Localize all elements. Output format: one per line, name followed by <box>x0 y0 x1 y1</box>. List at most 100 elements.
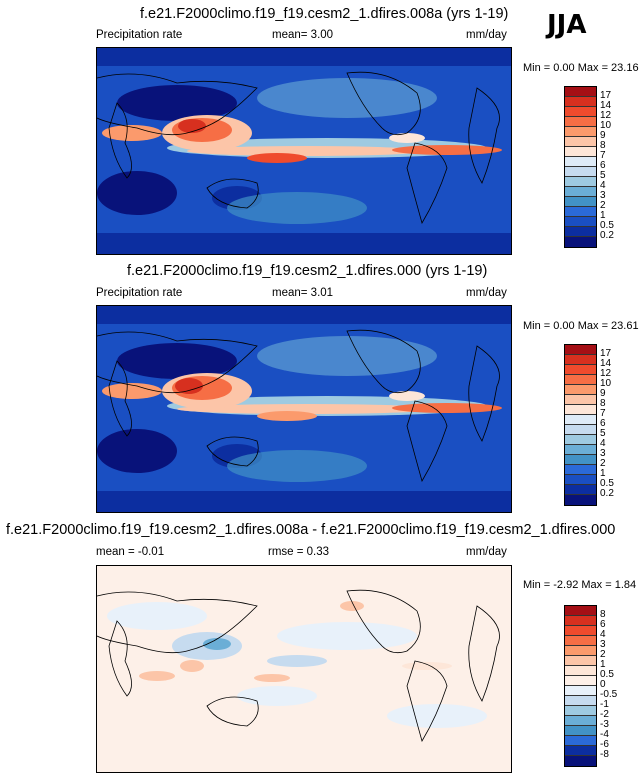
panel-3-rmse: rmse = 0.33 <box>268 546 330 558</box>
colorbar-swatch <box>565 465 596 475</box>
panel-2-title: f.e21.F2000climo.f19_f19.cesm2_1.dfires.… <box>127 263 488 279</box>
panel-1-units: mm/day <box>466 29 507 41</box>
colorbar-swatch <box>565 227 596 237</box>
colorbar-swatch <box>565 157 596 167</box>
colorbar-tick-label: 10 <box>600 120 612 131</box>
colorbar-swatch <box>565 187 596 197</box>
colorbar-swatch <box>565 475 596 485</box>
panel-3-title: f.e21.F2000climo.f19_f19.cesm2_1.dfires.… <box>6 522 616 538</box>
panel-3-colorbar-ticks: 8 6 4 3 2 1 0.5 0 -0.5 -1 -2 -3 -4 -6 -8 <box>600 605 630 767</box>
colorbar-swatch <box>565 676 596 686</box>
colorbar-tick-label: 2 <box>600 649 606 660</box>
colorbar-tick-label: 1 <box>600 468 606 479</box>
colorbar-tick-label: 0.5 <box>600 220 614 231</box>
colorbar-swatch <box>565 147 596 157</box>
colorbar-swatch <box>565 355 596 365</box>
colorbar-tick-label: 5 <box>600 170 606 181</box>
colorbar-swatch <box>565 87 596 97</box>
panel-3-mean: mean = -0.01 <box>96 546 165 558</box>
colorbar-swatch <box>565 207 596 217</box>
colorbar-tick-label: -4 <box>600 729 609 740</box>
colorbar-swatch <box>565 485 596 495</box>
colorbar-tick-label: 4 <box>600 438 606 449</box>
colorbar-tick-label: 4 <box>600 180 606 191</box>
colorbar-swatch <box>565 365 596 375</box>
colorbar-tick-label: 1 <box>600 210 606 221</box>
colorbar-swatch <box>565 127 596 137</box>
panel-1-minmax: Min = 0.00 Max = 23.16 <box>523 62 639 74</box>
colorbar-swatch <box>565 385 596 395</box>
panel-1-map <box>96 47 512 255</box>
panel-1-title: f.e21.F2000climo.f19_f19.cesm2_1.dfires.… <box>140 6 509 22</box>
colorbar-swatch <box>565 107 596 117</box>
colorbar-swatch <box>565 435 596 445</box>
colorbar-tick-label: 3 <box>600 190 606 201</box>
colorbar-swatch <box>565 455 596 465</box>
panel-1-colorbar <box>564 86 597 248</box>
colorbar-swatch <box>565 345 596 355</box>
colorbar-swatch <box>565 736 596 746</box>
colorbar-tick-label: -6 <box>600 739 609 750</box>
colorbar-tick-label: 4 <box>600 629 606 640</box>
colorbar-tick-label: -8 <box>600 749 609 760</box>
colorbar-tick-label: 8 <box>600 140 606 151</box>
panel-2-variable: Precipitation rate <box>96 287 183 299</box>
colorbar-swatch <box>565 117 596 127</box>
colorbar-tick-label: 12 <box>600 368 612 379</box>
colorbar-tick-label: 3 <box>600 639 606 650</box>
colorbar-tick-label: 0.2 <box>600 230 614 241</box>
colorbar-swatch <box>565 237 596 247</box>
colorbar-swatch <box>565 666 596 676</box>
colorbar-swatch <box>565 425 596 435</box>
colorbar-swatch <box>565 726 596 736</box>
colorbar-tick-label: 6 <box>600 160 606 171</box>
colorbar-swatch <box>565 415 596 425</box>
panel-2-minmax: Min = 0.00 Max = 23.61 <box>523 320 639 332</box>
colorbar-tick-label: 6 <box>600 418 606 429</box>
panel-3-map <box>96 565 512 773</box>
panel-1-colorbar-ticks: 17 14 12 10 9 8 7 6 5 4 3 2 1 0.5 0.2 <box>600 86 630 248</box>
panel-3-minmax: Min = -2.92 Max = 1.84 <box>523 579 637 591</box>
colorbar-tick-label: 9 <box>600 388 606 399</box>
colorbar-swatch <box>565 636 596 646</box>
colorbar-tick-label: 0.2 <box>600 488 614 499</box>
colorbar-tick-label: 10 <box>600 378 612 389</box>
colorbar-tick-label: 6 <box>600 619 606 630</box>
panel-2-mean: mean= 3.01 <box>272 287 334 299</box>
colorbar-swatch <box>565 197 596 207</box>
panel-2-units: mm/day <box>466 287 507 299</box>
colorbar-swatch <box>565 97 596 107</box>
colorbar-tick-label: 9 <box>600 130 606 141</box>
colorbar-swatch <box>565 646 596 656</box>
colorbar-swatch <box>565 606 596 616</box>
panel-3-colorbar <box>564 605 597 767</box>
colorbar-tick-label: 3 <box>600 448 606 459</box>
panel-2-colorbar-ticks: 17 14 12 10 9 8 7 6 5 4 3 2 1 0.5 0.2 <box>600 344 630 506</box>
colorbar-tick-label: -2 <box>600 709 609 720</box>
colorbar-swatch <box>565 716 596 726</box>
colorbar-swatch <box>565 167 596 177</box>
colorbar-tick-label: -3 <box>600 719 609 730</box>
colorbar-swatch <box>565 696 596 706</box>
colorbar-swatch <box>565 375 596 385</box>
colorbar-tick-label: 0 <box>600 679 606 690</box>
panel-1-mean: mean= 3.00 <box>272 29 334 41</box>
season-label: JJA <box>547 10 587 40</box>
colorbar-tick-label: 2 <box>600 200 606 211</box>
panel-1-variable: Precipitation rate <box>96 29 183 41</box>
colorbar-tick-label: 1 <box>600 659 606 670</box>
colorbar-swatch <box>565 746 596 756</box>
colorbar-swatch <box>565 445 596 455</box>
panel-2-colorbar <box>564 344 597 506</box>
colorbar-swatch <box>565 177 596 187</box>
colorbar-tick-label: 0.5 <box>600 478 614 489</box>
colorbar-tick-label: 14 <box>600 358 612 369</box>
colorbar-tick-label: 7 <box>600 150 606 161</box>
colorbar-swatch <box>565 495 596 505</box>
panel-2-map <box>96 305 512 513</box>
colorbar-swatch <box>565 405 596 415</box>
colorbar-tick-label: 17 <box>600 348 612 359</box>
colorbar-tick-label: 2 <box>600 458 606 469</box>
colorbar-swatch <box>565 395 596 405</box>
colorbar-tick-label: 12 <box>600 110 612 121</box>
